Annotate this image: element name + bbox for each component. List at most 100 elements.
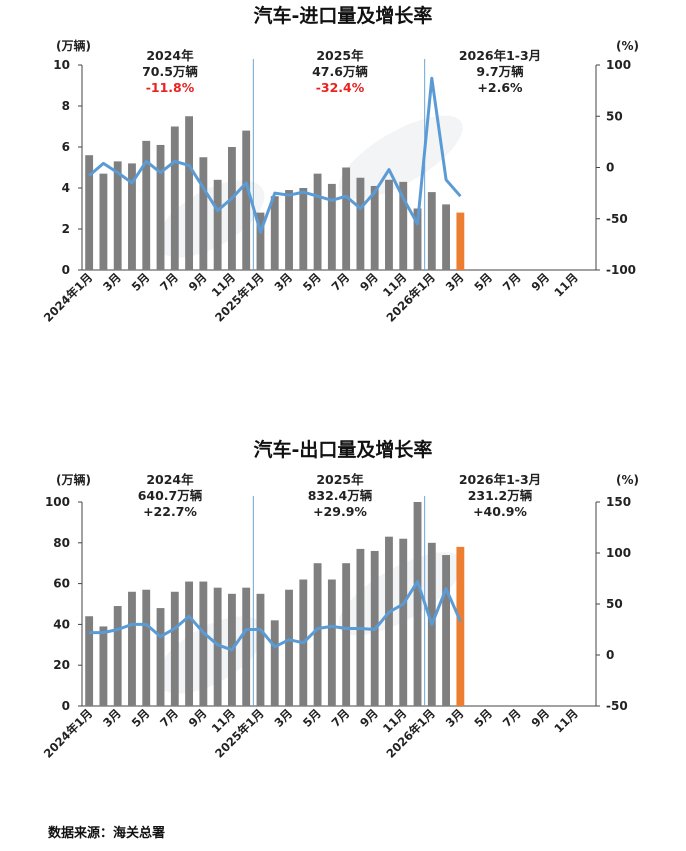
- left-tick-label: 10: [53, 58, 70, 72]
- right-tick-label: 150: [606, 495, 631, 509]
- left-tick-label: 100: [45, 495, 70, 509]
- bar-19: [356, 177, 365, 270]
- right-tick-label: 0: [606, 161, 614, 175]
- annotation-year: 2026年1-3月: [459, 48, 541, 63]
- x-tick-label: 5月: [129, 270, 153, 294]
- bar-5: [156, 608, 165, 706]
- x-tick-label: 2024年1月: [41, 706, 95, 760]
- left-tick-label: 60: [53, 577, 70, 591]
- x-tick-label: 7月: [500, 270, 524, 294]
- bar-6: [170, 126, 179, 270]
- bar-1: [99, 173, 108, 270]
- annotation-growth: -32.4%: [316, 80, 365, 95]
- bar-8: [199, 157, 208, 270]
- bar-16: [313, 173, 322, 270]
- bar-7: [185, 116, 194, 270]
- watermark-logo: [156, 616, 265, 694]
- bar-1: [99, 626, 108, 706]
- right-tick-label: 100: [606, 58, 631, 72]
- bar-13: [270, 620, 279, 706]
- bar-25: [442, 555, 451, 706]
- bar-12: [256, 212, 265, 270]
- x-tick-label: 5月: [300, 706, 324, 730]
- bar-18: [342, 167, 351, 270]
- annotation-year: 2024年: [146, 48, 194, 63]
- annotation-growth: +2.6%: [477, 80, 523, 95]
- x-tick-label: 5月: [129, 706, 153, 730]
- x-tick-label: 5月: [300, 270, 324, 294]
- growth-rate-line: [88, 76, 462, 234]
- left-tick-label: 4: [62, 181, 70, 195]
- annotation-growth: +29.9%: [313, 504, 367, 519]
- x-tick-label: 3月: [100, 270, 124, 294]
- left-tick-label: 40: [53, 617, 70, 631]
- bar-9: [213, 587, 222, 706]
- x-tick-label: 9月: [186, 270, 210, 294]
- bar-7: [185, 581, 194, 706]
- annotation-year: 2025年: [316, 472, 364, 487]
- annotation-year: 2024年: [146, 472, 194, 487]
- right-tick-label: 0: [606, 648, 614, 662]
- watermark-logo: [156, 180, 265, 258]
- bar-5: [156, 144, 165, 270]
- left-tick-label: 2: [62, 222, 70, 236]
- x-tick-label: 9月: [528, 270, 552, 294]
- bar-2: [113, 606, 122, 706]
- x-tick-label: 7月: [157, 706, 181, 730]
- bar-0: [85, 155, 94, 270]
- bar-12: [256, 593, 265, 706]
- right-tick-label: 100: [606, 546, 631, 560]
- right-axis-unit: (%): [616, 473, 639, 487]
- bar-3: [128, 591, 136, 706]
- x-tick-label: 7月: [157, 270, 181, 294]
- bar-26: [456, 546, 465, 706]
- x-tick-label: 3月: [443, 706, 467, 730]
- x-tick-label: 9月: [357, 270, 381, 294]
- x-tick-label: 7月: [329, 270, 353, 294]
- left-tick-label: 8: [62, 99, 70, 113]
- annotation-growth: +40.9%: [473, 504, 527, 519]
- annotation-year: 2025年: [316, 48, 364, 63]
- watermark-logo: [338, 115, 463, 199]
- annotation-total: 640.7万辆: [138, 488, 203, 503]
- bar-22: [399, 538, 408, 706]
- right-tick-label: 50: [606, 109, 623, 123]
- x-tick-label: 7月: [500, 706, 524, 730]
- x-tick-label: 11月: [551, 706, 580, 735]
- bar-17: [327, 183, 336, 270]
- x-tick-label: 9月: [357, 706, 381, 730]
- left-tick-label: 0: [62, 263, 70, 277]
- right-tick-label: -50: [606, 212, 628, 226]
- annotation-total: 231.2万辆: [468, 488, 533, 503]
- right-tick-label: -100: [606, 263, 636, 277]
- bar-9: [213, 179, 222, 270]
- x-tick-label: 11月: [551, 270, 580, 299]
- x-tick-label: 3月: [271, 270, 295, 294]
- bar-10: [227, 147, 236, 270]
- bar-21: [385, 536, 393, 706]
- annotation-total: 832.4万辆: [308, 488, 373, 503]
- x-tick-label: 9月: [186, 706, 210, 730]
- left-tick-label: 6: [62, 140, 70, 154]
- bar-22: [399, 181, 408, 270]
- bar-4: [142, 140, 151, 270]
- bar-4: [142, 589, 151, 706]
- left-axis-unit: (万辆): [56, 472, 91, 487]
- bar-24: [427, 192, 436, 270]
- bar-8: [199, 581, 208, 706]
- import-chart: 汽车-进口量及增长率 (万辆) (%) 0 2 4 6 8 10 -100 -50 0 50 100 202…: [41, 4, 639, 325]
- bar-20: [370, 185, 379, 270]
- annotation-total: 9.7万辆: [476, 64, 524, 79]
- bar-14: [285, 190, 293, 270]
- annotation-growth: +22.7%: [143, 504, 197, 519]
- x-tick-label: 9月: [528, 706, 552, 730]
- bar-6: [170, 591, 179, 706]
- chart-title: 汽车-出口量及增长率: [254, 438, 433, 461]
- growth-rate-line: [89, 580, 462, 652]
- bar-14: [285, 589, 293, 706]
- bar-23: [413, 208, 422, 270]
- x-tick-label: 3月: [443, 270, 467, 294]
- bar-26: [456, 212, 465, 270]
- chart-title: 汽车-进口量及增长率: [254, 4, 433, 27]
- bar-21: [385, 179, 393, 270]
